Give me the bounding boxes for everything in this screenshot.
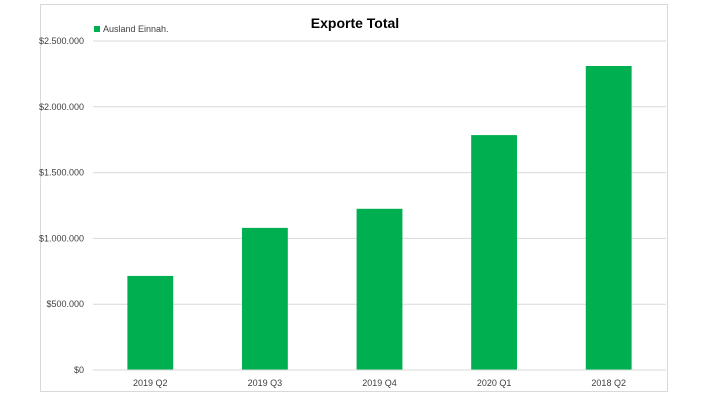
bar [356,208,403,370]
y-tick-label: $0 [74,365,84,375]
x-axis-ticks: 2019 Q2 2019 Q3 2019 Q4 2020 Q1 2018 Q2 [133,378,626,388]
chart-title: Exporte Total [311,15,399,31]
y-axis-ticks: $0 $500.000 $1.000.000 $1.500.000 $2.000.000… [39,36,84,375]
x-tick-label: 2019 Q3 [248,378,283,388]
y-tick-label: $2.000.000 [39,102,84,112]
bar [241,227,288,370]
bar [585,66,632,370]
x-tick-label: 2020 Q1 [477,378,512,388]
y-tick-label: $1.000.000 [39,233,84,243]
bar [471,135,518,370]
legend-swatch [94,26,100,32]
x-tick-label: 2018 Q2 [591,378,626,388]
y-tick-label: $1.500.000 [39,168,84,178]
bars [127,66,632,370]
y-tick-label: $500.000 [46,299,84,309]
y-tick-label: $2.500.000 [39,36,84,46]
bar [127,275,174,370]
legend: Ausland Einnah. [94,24,169,34]
legend-label: Ausland Einnah. [103,24,169,34]
x-tick-label: 2019 Q4 [362,378,397,388]
x-tick-label: 2019 Q2 [133,378,168,388]
